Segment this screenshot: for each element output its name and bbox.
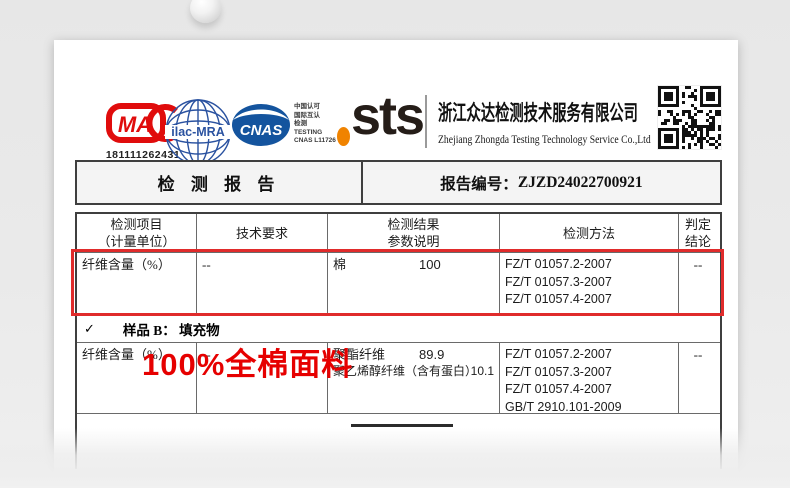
report-number-label: 报告编号： <box>440 175 518 193</box>
results-table: 检测项目 （计量单位） 技术要求 检测结果 参数说明 检测方法 判定 结论 纤维含量（… <box>75 212 722 469</box>
sts-logo: sts <box>351 86 425 146</box>
result-fiber-name: 聚酯纤维 <box>333 347 386 362</box>
cell-verdict: -- <box>693 257 703 272</box>
highlight-box <box>71 249 724 316</box>
method-standard: FZ/T 01057.2-2007 <box>505 257 612 271</box>
sts-orange-dot-icon <box>337 127 350 146</box>
cell-test-item: 纤维含量（%） <box>77 343 197 413</box>
cell-requirement: -- <box>197 343 328 413</box>
report-title: 检 测 报 告 <box>77 162 363 203</box>
highlight-annotation-text: 100%全棉面料 <box>142 347 354 382</box>
svg-text:ilac-MRA: ilac-MRA <box>171 125 224 139</box>
svg-text:CNAS: CNAS <box>240 122 283 139</box>
method-standard: FZ/T 01057.2-2007 <box>505 347 612 361</box>
empty-bottom-row <box>77 414 720 469</box>
check-icon: ✓ <box>84 321 95 337</box>
cell-verdict: -- <box>693 347 703 362</box>
result-fiber-name: 聚乙烯醇纤维（含有蛋白） <box>333 364 478 378</box>
report-number: 报告编号： ZJZD24022700921 <box>363 162 720 203</box>
company-block: 浙江众达检测技术服务有限公司 Zhejiang Zhongda Testing … <box>438 97 732 146</box>
qr-finder-icon <box>700 86 721 107</box>
col-header-verdict: 判定 结论 <box>684 217 711 249</box>
cell-result: 聚酯纤维 89.9 聚乙烯醇纤维（含有蛋白） 10.1 <box>328 343 500 413</box>
cnas-mark-icon: CNAS <box>232 104 290 146</box>
result-fiber-value: 10.1 <box>470 364 494 378</box>
col-header-tech-requirement: 技术要求 <box>197 214 328 252</box>
pin-ball-decoration <box>190 0 221 23</box>
table-header-row: 检测项目 （计量单位） 技术要求 检测结果 参数说明 检测方法 判定 结论 <box>77 214 720 253</box>
method-standard: FZ/T 01057.3-2007 <box>505 274 612 289</box>
method-standard: FZ/T 01057.3-2007 <box>505 364 612 379</box>
ilac-mra-globe-icon: ilac-MRA <box>165 99 231 165</box>
result-fiber-value: 100 <box>419 257 441 272</box>
cell-result: 棉 100 <box>328 253 500 315</box>
header-divider <box>425 95 427 148</box>
qr-finder-icon <box>658 86 679 107</box>
col-header-test-item: 检测项目 （计量单位） <box>77 214 197 252</box>
cell-methods: FZ/T 01057.2-2007 FZ/T 01057.3-2007 FZ/T… <box>500 253 679 315</box>
table-row-filling: 纤维含量（%） -- 聚酯纤维 89.9 聚乙烯醇纤维（含有蛋白） 10.1 F… <box>77 343 720 414</box>
end-of-report-dash <box>351 424 453 427</box>
col-header-method: 检测方法 <box>500 214 679 252</box>
method-standard: FZ/T 01057.4-2007 <box>505 382 612 396</box>
report-title-bar: 检 测 报 告 报告编号： ZJZD24022700921 <box>75 160 722 205</box>
result-fiber-name: 棉 <box>333 257 347 272</box>
cell-requirement: -- <box>197 253 328 315</box>
qr-code <box>657 85 722 150</box>
report-number-value: ZJZD24022700921 <box>517 173 643 191</box>
company-name-en: Zhejiang Zhongda Testing Technology Serv… <box>438 134 651 146</box>
qr-finder-icon <box>658 128 679 149</box>
col-header-result: 检测结果 参数说明 <box>328 214 500 252</box>
sample-b-row: ✓ 样品 B： 填充物 <box>77 316 720 343</box>
cell-test-item: 纤维含量（%） <box>77 253 197 315</box>
company-name-cn: 浙江众达检测技术服务有限公司 <box>438 102 638 125</box>
cnas-accreditation-text: 中国认可 国际互认 检测 TESTING CNAS L11726 <box>294 103 336 145</box>
svg-text:MA: MA <box>118 112 152 137</box>
method-standard: GB/T 2910.101-2009 <box>505 399 622 414</box>
report-paper: MA 181111262431 ilac-MRA CNAS 中国认可 <box>54 40 738 488</box>
cma-certificate-number: 181111262431 <box>105 149 181 161</box>
method-standard: FZ/T 01057.4-2007 <box>505 292 612 306</box>
sample-b-label: 样品 B： 填充物 <box>122 323 220 338</box>
cnas-logo: CNAS <box>231 102 291 153</box>
result-fiber-value: 89.9 <box>419 347 445 362</box>
cell-methods: FZ/T 01057.2-2007 FZ/T 01057.3-2007 FZ/T… <box>500 343 679 413</box>
